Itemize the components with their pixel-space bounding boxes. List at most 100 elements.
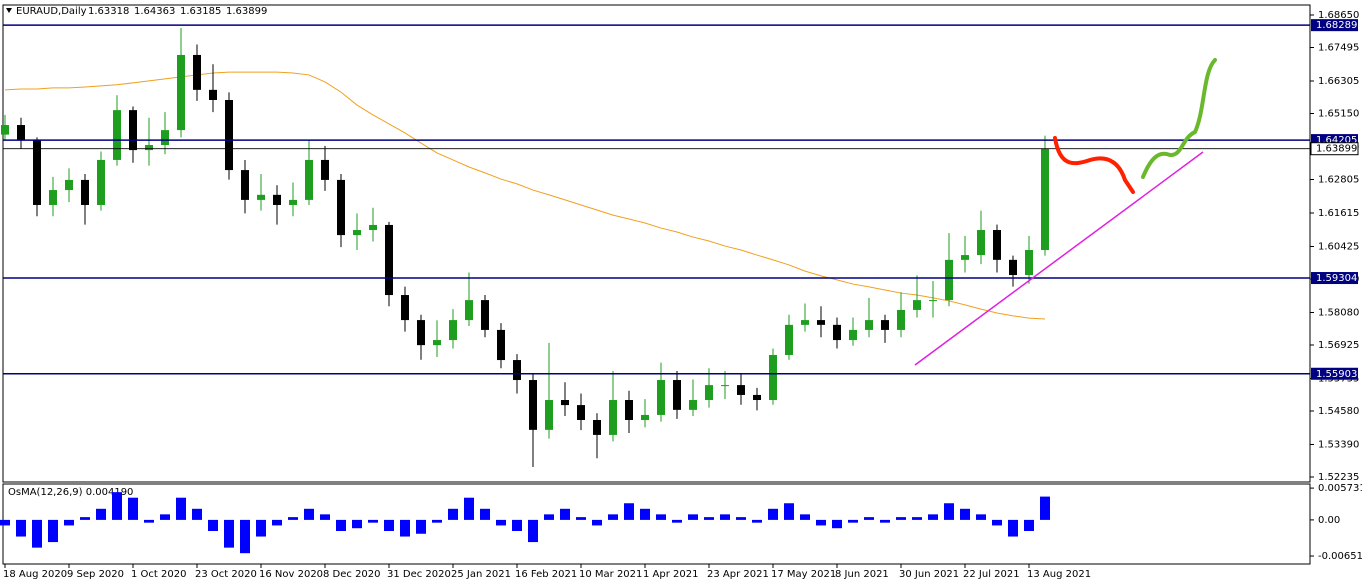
annotations [914,58,1217,366]
level-label: 1.59304 [1316,273,1357,284]
x-tick-label: 23 Apr 2021 [707,569,769,580]
osma-bar [48,519,58,543]
x-tick-label: 1 Apr 2021 [643,569,698,580]
x-tick-label: 25 Jan 2021 [451,569,511,580]
osma-title: OsMA(12,26,9) 0.004190 [8,487,133,498]
candle-body [369,224,377,231]
candle-body [161,130,169,146]
osma-bar [464,497,474,520]
osma-bar [896,517,906,520]
y-tick-label: -0.006514 [1318,551,1362,562]
trend-line [914,151,1204,366]
y-tick-label: 1.52235 [1318,472,1359,483]
candle-body [1009,259,1017,276]
candle-body [17,125,25,140]
x-tick-label: 9 Sep 2020 [67,569,124,580]
candle-body [545,400,553,430]
x-tick-label: 30 Jun 2021 [899,569,959,580]
osma-bar [944,503,954,520]
candle-body [209,89,217,100]
y-tick-label: 1.61615 [1318,208,1359,219]
ohlc-low: 1.63185 [180,6,221,17]
candle-body [705,385,713,401]
osma-bar [752,519,762,523]
level-label-box [1311,367,1358,380]
candle-body [497,329,505,361]
osma-panel-frame [2,483,1311,565]
candle-body [929,300,937,302]
osma-bar [992,519,1002,526]
ohlc-close: 1.63899 [226,6,267,17]
osma-bar [320,514,330,520]
ohlc-high: 1.64363 [134,6,175,17]
main-panel-frame [2,4,1311,483]
candle-body [49,190,57,205]
x-tick-label: 10 Mar 2021 [579,569,642,580]
osma-bar [688,514,698,520]
osma-bar [1040,496,1050,520]
osma-bar [960,508,970,520]
candle-body [961,255,969,260]
candle-body [145,145,153,151]
osma-bar [544,514,554,520]
osma-bar [576,517,586,520]
osma-bar [128,497,138,520]
osma-bar [864,517,874,520]
current-price-label: 1.63899 [1316,144,1357,155]
osma-bar [256,519,266,537]
osma-bar [672,519,682,523]
y-tick-label: 1.66305 [1318,76,1359,87]
x-tick-label: 18 Aug 2020 [3,569,67,580]
candle-body [1,125,9,135]
candle-body [993,230,1001,260]
y-tick-label: 1.58080 [1318,307,1359,318]
current-price-box [1310,142,1359,156]
osma-bar [912,517,922,520]
candle-body [97,159,105,205]
candle-body [801,320,809,325]
candle-body [481,300,489,330]
osma-bar [352,519,362,529]
candle-body [657,380,665,415]
candle-body [193,54,201,90]
candle-body [897,309,905,330]
osma-bar [384,519,394,531]
candle-body [129,110,137,151]
y-tick-label: 0.00 [1318,515,1340,526]
candle-body [33,139,41,205]
dropdown-icon[interactable] [6,8,12,13]
ohlc-open: 1.63318 [88,6,129,17]
y-tick-label: 1.60425 [1318,241,1359,252]
osma-bar [528,519,538,543]
y-tick-label: 1.65150 [1318,108,1359,119]
candle-body [561,400,569,406]
candle-body [625,400,633,420]
candle-body [721,385,729,387]
level-label-box [1311,272,1358,285]
candle-body [433,340,441,346]
candle-body [849,329,857,341]
osma-bar [496,519,506,526]
candle-body [881,320,889,330]
candle-body [737,385,745,395]
x-tick-label: 23 Oct 2020 [195,569,257,580]
candle-body [177,54,185,131]
osma-bar [208,519,218,531]
osma-bar [816,519,826,526]
osma-bar [768,508,778,520]
osma-bar [224,519,234,548]
candle-body [753,394,761,401]
level-label-box [1311,19,1358,32]
osma-bar [640,508,650,520]
osma-bar [16,519,26,537]
x-tick-label: 22 Jul 2021 [963,569,1020,580]
candle-body [337,179,345,236]
candle-body [417,320,425,346]
x-tick-label: 8 Dec 2020 [323,569,381,580]
osma-bar [880,519,890,523]
candle-body [577,405,585,420]
osma-bar [304,508,314,520]
osma-bar [800,514,810,520]
